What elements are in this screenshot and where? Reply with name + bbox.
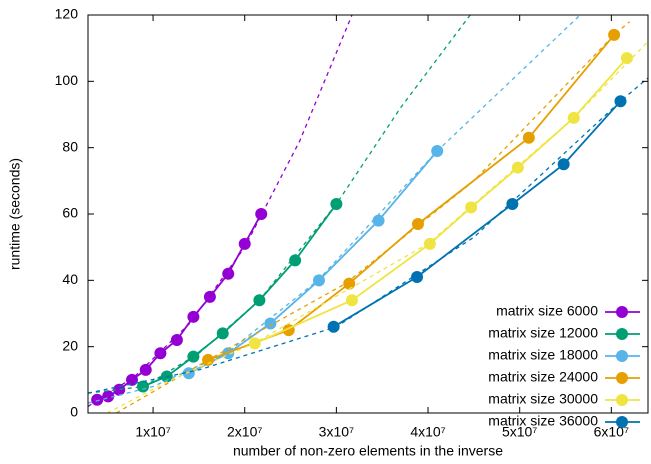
data-point <box>264 317 277 330</box>
data-point <box>411 271 424 284</box>
y-tick-label: 20 <box>62 337 78 353</box>
y-axis-label: runtime (seconds) <box>7 158 23 270</box>
data-point <box>511 161 524 174</box>
y-tick-label: 0 <box>70 404 78 420</box>
x-tick-label: 2x10⁷ <box>227 424 262 440</box>
data-point <box>203 290 216 303</box>
data-point <box>423 237 436 250</box>
legend-marker <box>616 416 628 428</box>
plot-area <box>88 15 648 413</box>
data-point <box>187 350 200 363</box>
legend-marker <box>616 394 628 406</box>
data-point <box>567 111 580 124</box>
legend-label: matrix size 18000 <box>488 347 598 363</box>
data-point <box>139 363 152 376</box>
data-point <box>125 373 138 386</box>
data-point <box>345 294 358 307</box>
legend-label: matrix size 36000 <box>488 413 598 429</box>
data-point <box>182 367 195 380</box>
x-tick-label: 4x10⁷ <box>410 424 445 440</box>
x-tick-label: 5x10⁷ <box>502 424 537 440</box>
legend-label: matrix size 30000 <box>488 391 598 407</box>
y-tick-label: 120 <box>55 6 79 22</box>
y-tick-label: 100 <box>55 72 79 88</box>
data-point <box>187 310 200 323</box>
data-point <box>506 198 519 211</box>
data-point <box>136 380 149 393</box>
data-point <box>113 383 126 396</box>
data-point <box>248 337 261 350</box>
data-point <box>411 217 424 230</box>
data-point <box>330 198 343 211</box>
data-point <box>465 201 478 214</box>
legend-label: matrix size 12000 <box>488 325 598 341</box>
series-line <box>188 150 438 375</box>
legend-marker <box>616 372 628 384</box>
x-axis-label: number of non-zero elements in the inver… <box>233 443 503 459</box>
x-tick-label: 3x10⁷ <box>319 424 354 440</box>
data-point <box>557 158 570 171</box>
data-point <box>255 208 268 220</box>
data-point <box>620 52 633 65</box>
data-point <box>343 277 356 290</box>
data-point <box>431 144 444 157</box>
data-point <box>216 327 229 340</box>
data-point <box>312 274 325 287</box>
legend-label: matrix size 24000 <box>488 369 598 385</box>
data-point <box>222 267 235 280</box>
legend-marker <box>616 306 628 318</box>
y-tick-label: 60 <box>62 205 78 221</box>
data-point <box>170 334 183 347</box>
data-point <box>154 347 167 360</box>
legend-marker <box>616 350 628 362</box>
x-tick-label: 1x10⁷ <box>135 424 170 440</box>
fit-curve <box>88 77 648 394</box>
fit-curve <box>88 15 353 407</box>
data-point <box>238 237 251 250</box>
data-point <box>522 131 535 144</box>
data-point <box>289 254 302 267</box>
data-point <box>327 320 340 333</box>
data-point <box>91 393 104 406</box>
y-tick-label: 80 <box>62 138 78 154</box>
data-point <box>102 390 115 403</box>
legend-marker <box>616 328 628 340</box>
legend-label: matrix size 6000 <box>496 303 598 319</box>
y-tick-label: 40 <box>62 271 78 287</box>
data-point <box>614 95 627 108</box>
data-point <box>608 28 621 41</box>
data-point <box>253 294 266 307</box>
data-point <box>372 214 385 227</box>
